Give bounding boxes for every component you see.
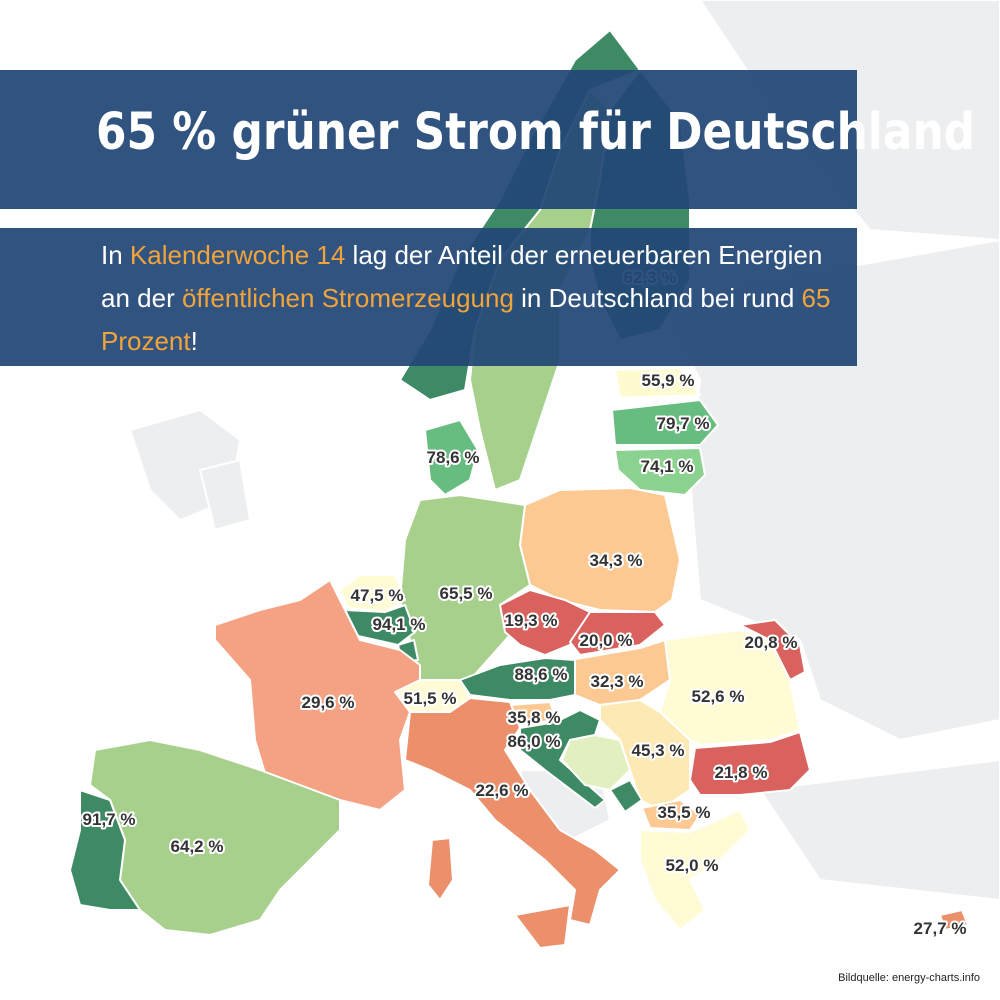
subtitle-text: In — [101, 240, 130, 270]
subtitle-banner: In Kalenderwoche 14 lag der Anteil der e… — [0, 228, 857, 366]
value-label-netherlands: 47,5 % — [351, 586, 404, 605]
value-label-moldova: 20,8 % — [745, 633, 798, 652]
value-label-france: 29,6 % — [302, 693, 355, 712]
value-label-estonia: 55,9 % — [642, 371, 695, 390]
value-label-germany: 65,5 % — [440, 584, 493, 603]
country-romania — [659, 629, 801, 746]
country-bosnia — [561, 734, 631, 791]
country-greece — [639, 809, 751, 931]
country-lithuania — [614, 447, 706, 496]
subtitle-text: ! — [190, 326, 198, 356]
subtitle-highlight: Kalenderwoche 14 — [129, 240, 346, 270]
value-label-slovakia: 20,0 % — [580, 631, 633, 650]
country-latvia — [611, 399, 719, 446]
value-label-greece: 52,0 % — [666, 856, 719, 875]
value-label-croatia: 86,0 % — [508, 732, 561, 751]
title-banner: 65 % grüner Strom für Deutschland — [0, 70, 975, 209]
value-label-austria: 88,6 % — [515, 665, 568, 684]
country-sardinia — [427, 837, 454, 901]
value-label-serbia: 45,3 % — [632, 741, 685, 760]
value-label-hungary: 32,3 % — [591, 672, 644, 691]
country-netherlands — [339, 574, 406, 613]
country-italy — [404, 697, 621, 926]
country-north-macedonia — [641, 799, 701, 831]
subtitle-highlight: öffentlichen Stromerzeugung — [181, 283, 514, 313]
value-labels: 62,3 %55,9 %79,7 %74,1 %78,6 %34,3 %65,5… — [81, 266, 969, 940]
value-label-lithuania: 74,1 % — [641, 457, 694, 476]
value-label-romania: 52,6 % — [692, 687, 745, 706]
country-montenegro — [609, 779, 643, 813]
value-label-portugal: 91,7 % — [83, 810, 136, 829]
subtitle-text: in Deutschland bei rund — [513, 283, 802, 313]
value-label-belgium: 94,1 % — [373, 615, 426, 634]
country-portugal — [69, 789, 141, 911]
value-label-bulgaria: 21,8 % — [715, 763, 768, 782]
value-label-switzerland: 51,5 % — [404, 689, 457, 708]
country-estonia — [614, 367, 701, 399]
value-label-latvia: 79,7 % — [657, 414, 710, 433]
subtitle-text: lag der Anteil der erneuerbaren Energien… — [101, 240, 823, 313]
country-denmark — [424, 419, 479, 496]
country-moldova — [739, 619, 806, 681]
value-label-poland: 34,3 % — [590, 551, 643, 570]
country-cyprus — [939, 909, 969, 931]
country-austria — [459, 657, 576, 701]
value-label-north-macedonia: 35,5 % — [658, 803, 711, 822]
subtitle-highlight: 65 Prozent — [101, 283, 831, 356]
value-label-denmark: 78,6 % — [427, 448, 480, 467]
value-label-czechia: 19,3 % — [505, 611, 558, 630]
page-title: 65 % grüner Strom für Deutschland — [96, 103, 976, 162]
country-sicily — [514, 904, 571, 949]
country-slovakia — [569, 611, 666, 656]
value-label-slovenia: 35,8 % — [508, 708, 561, 727]
country-hungary — [569, 639, 671, 706]
value-label-italy: 22,6 % — [476, 781, 529, 800]
source-credit: Bildquelle: energy-charts.info — [838, 972, 980, 984]
value-label-cyprus: 27,7 % — [914, 919, 967, 938]
country-bulgaria — [689, 731, 811, 796]
value-label-spain: 64,2 % — [171, 837, 224, 856]
